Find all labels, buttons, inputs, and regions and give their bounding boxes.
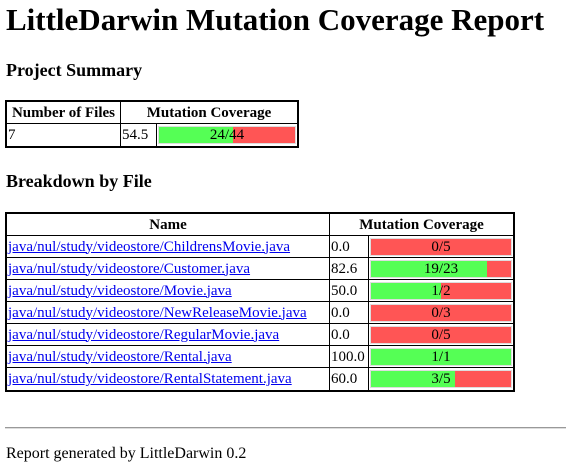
coverage-percent: 0.0 (330, 236, 369, 258)
file-name-cell: java/nul/study/videostore/RegularMovie.j… (7, 324, 330, 346)
coverage-bar-fill (371, 348, 511, 365)
coverage-bar-cell: 1/1 (369, 346, 513, 368)
coverage-bar-cell: 0/5 (369, 236, 513, 258)
coverage-percent: 82.6 (330, 258, 369, 280)
coverage-bar-fill (159, 127, 234, 143)
coverage-bar-cell: 19/23 (369, 258, 513, 280)
name-header: Name (7, 214, 330, 236)
coverage-ratio: 24/44 (209, 127, 245, 143)
file-row: java/nul/study/videostore/Customer.java … (7, 258, 513, 280)
coverage-bar: 1/2 (370, 281, 512, 300)
file-link[interactable]: java/nul/study/videostore/ChildrensMovie… (8, 238, 291, 255)
file-link[interactable]: java/nul/study/videostore/Movie.java (8, 282, 232, 299)
summary-row: 7 54.5 24/44 (7, 124, 297, 146)
file-row: java/nul/study/videostore/RegularMovie.j… (7, 324, 513, 346)
coverage-bar-cell: 0/3 (369, 302, 513, 324)
file-link[interactable]: java/nul/study/videostore/Customer.java (8, 260, 251, 277)
file-row: java/nul/study/videostore/Rental.java 10… (7, 346, 513, 368)
coverage-header: Mutation Coverage (330, 214, 513, 236)
project-summary-table: Number of Files Mutation Coverage 7 54.5… (5, 100, 299, 148)
coverage-bar: 0/5 (370, 237, 512, 256)
coverage-bar-fill (371, 371, 455, 387)
file-name-cell: java/nul/study/videostore/Customer.java (7, 258, 330, 280)
coverage-percent: 100.0 (330, 346, 369, 368)
breakdown-header-row: Name Mutation Coverage (7, 214, 513, 236)
coverage-percent: 0.0 (330, 324, 369, 346)
file-row: java/nul/study/videostore/NewReleaseMovi… (7, 302, 513, 324)
file-link[interactable]: java/nul/study/videostore/Rental.java (8, 348, 232, 365)
breakdown-table: Name Mutation Coverage java/nul/study/vi… (5, 212, 515, 392)
page-title: LittleDarwin Mutation Coverage Report (6, 2, 545, 37)
file-row: java/nul/study/videostore/ChildrensMovie… (7, 236, 513, 258)
coverage-header: Mutation Coverage (121, 102, 297, 124)
coverage-percent: 50.0 (330, 280, 369, 302)
file-link[interactable]: java/nul/study/videostore/NewReleaseMovi… (8, 304, 307, 321)
files-count: 7 (7, 124, 121, 146)
coverage-ratio: 0/5 (431, 326, 451, 343)
files-count-header: Number of Files (7, 102, 121, 124)
file-name-cell: java/nul/study/videostore/NewReleaseMovi… (7, 302, 330, 324)
file-name-cell: java/nul/study/videostore/ChildrensMovie… (7, 236, 330, 258)
coverage-bar-fill (371, 282, 441, 299)
coverage-bar: 3/5 (370, 370, 512, 388)
footer-divider (5, 427, 566, 429)
coverage-percent: 54.5 (121, 124, 157, 146)
file-name-cell: java/nul/study/videostore/Movie.java (7, 280, 330, 302)
coverage-percent: 60.0 (330, 368, 369, 390)
coverage-bar-cell: 24/44 (157, 124, 297, 146)
footer-text: Report generated by LittleDarwin 0.2 (6, 445, 247, 462)
coverage-bar: 0/3 (370, 303, 512, 322)
coverage-ratio: 1/2 (431, 282, 451, 299)
coverage-bar-cell: 0/5 (369, 324, 513, 346)
file-link[interactable]: java/nul/study/videostore/RegularMovie.j… (8, 326, 280, 343)
file-link[interactable]: java/nul/study/videostore/RentalStatemen… (8, 371, 292, 387)
coverage-bar: 19/23 (370, 259, 512, 278)
coverage-bar: 24/44 (158, 126, 296, 144)
file-row: java/nul/study/videostore/RentalStatemen… (7, 368, 513, 390)
coverage-bar: 1/1 (370, 347, 512, 366)
coverage-ratio: 0/5 (431, 238, 451, 255)
project-summary-heading: Project Summary (6, 60, 143, 80)
summary-header-row: Number of Files Mutation Coverage (7, 102, 297, 124)
coverage-percent: 0.0 (330, 302, 369, 324)
coverage-ratio: 3/5 (431, 371, 451, 387)
file-row: java/nul/study/videostore/Movie.java 50.… (7, 280, 513, 302)
coverage-bar-cell: 3/5 (369, 368, 513, 390)
breakdown-heading: Breakdown by File (6, 171, 152, 191)
coverage-bar-cell: 1/2 (369, 280, 513, 302)
coverage-ratio: 0/3 (431, 304, 451, 321)
coverage-ratio: 19/23 (423, 260, 459, 277)
coverage-bar: 0/5 (370, 325, 512, 344)
file-name-cell: java/nul/study/videostore/Rental.java (7, 346, 330, 368)
file-name-cell: java/nul/study/videostore/RentalStatemen… (7, 368, 330, 390)
coverage-bar-fill (371, 260, 487, 277)
coverage-ratio: 1/1 (431, 348, 451, 365)
